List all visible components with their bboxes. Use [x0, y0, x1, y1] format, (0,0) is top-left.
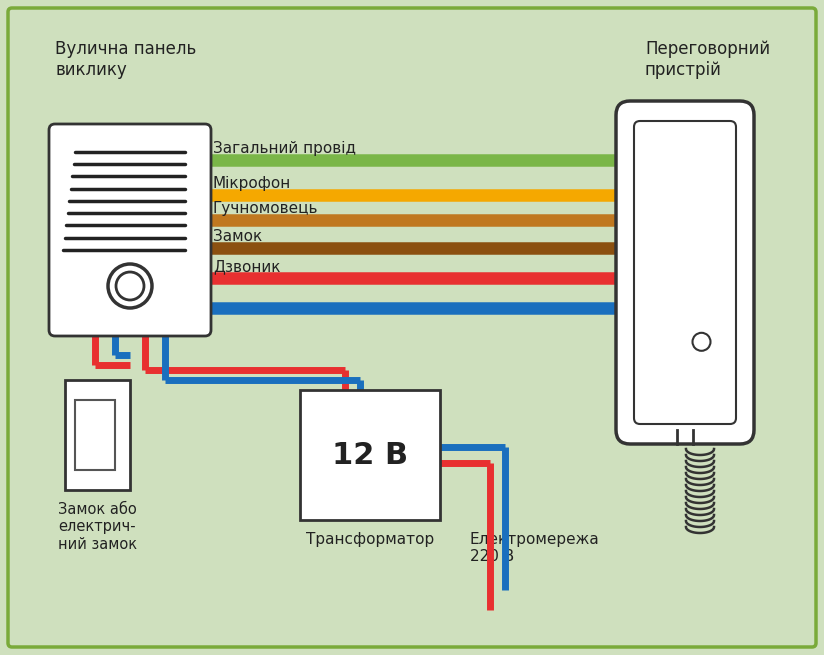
Text: Замок або
електрич-
ний замок: Замок або електрич- ний замок [58, 502, 137, 552]
Text: Переговорний
пристрій: Переговорний пристрій [645, 40, 770, 79]
Text: Мікрофон: Мікрофон [213, 176, 291, 191]
FancyBboxPatch shape [8, 8, 816, 647]
Text: Гучномовець: Гучномовець [213, 201, 319, 216]
Text: Замок: Замок [213, 229, 262, 244]
Text: Дзвоник: Дзвоник [213, 259, 280, 274]
Text: Електромережа
220 В: Електромережа 220 В [470, 532, 600, 565]
Circle shape [692, 333, 710, 351]
FancyBboxPatch shape [634, 121, 736, 424]
FancyBboxPatch shape [49, 124, 211, 336]
Text: Вулична панель
виклику: Вулична панель виклику [55, 40, 196, 79]
Circle shape [116, 272, 144, 300]
Bar [75, 400, 115, 470]
FancyBboxPatch shape [616, 101, 754, 444]
Text: Трансформатор: Трансформатор [306, 532, 434, 547]
Text: 12 В: 12 В [332, 441, 408, 470]
FancyBboxPatch shape [65, 380, 130, 490]
Bar [300, 390, 440, 520]
Text: Загальний провід: Загальний провід [213, 141, 356, 156]
Circle shape [108, 264, 152, 308]
